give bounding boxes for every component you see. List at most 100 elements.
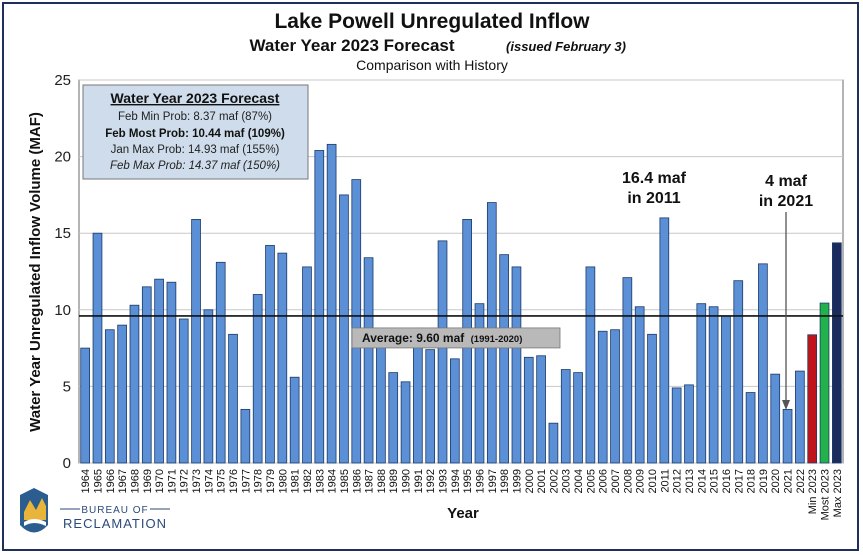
x-tick-label: 1996	[474, 469, 486, 493]
bar-1964	[80, 347, 90, 464]
x-tick-label: 1998	[499, 469, 511, 493]
bar-1993	[437, 240, 448, 464]
x-tick-label: 1964	[80, 469, 92, 493]
y-tick-label: 10	[54, 302, 71, 319]
bar-1999	[511, 266, 522, 464]
bar-1967	[117, 324, 127, 464]
bar-1996	[474, 303, 485, 464]
x-tick-label: 1984	[327, 469, 339, 493]
x-tick-label: 2001	[536, 469, 548, 493]
bars	[80, 143, 842, 464]
x-tick-label: 1986	[351, 469, 363, 493]
bar-1986	[351, 179, 362, 464]
bar-1989	[388, 372, 399, 464]
y-tick-label: 25	[54, 72, 71, 89]
x-tick-label: 1970	[154, 469, 166, 493]
average-label: Average: 9.60 maf (1991-2020)	[362, 331, 522, 345]
x-tick-label: 2020	[770, 469, 782, 493]
y-axis-ticks: 0 5 10 15 20 25	[54, 72, 71, 472]
bar-1966	[104, 329, 115, 464]
callout-2011-line2: in 2011	[627, 190, 680, 207]
bar-1970	[154, 278, 164, 464]
x-tick-label: Min 2023	[807, 469, 819, 514]
bar-2001	[536, 355, 546, 464]
bar-1976	[228, 333, 238, 464]
bar-1994	[450, 358, 460, 464]
x-tick-label: 2017	[733, 469, 745, 493]
bar-1980	[277, 252, 288, 464]
x-tick-label: 2021	[783, 469, 795, 493]
bar-1968	[129, 304, 140, 464]
bar-2012	[671, 387, 682, 464]
bar-2019	[758, 263, 768, 464]
x-axis-ticks: 1964 1965 1966 1967 1968 1969 1970 1971 1972 1973…	[80, 469, 844, 520]
x-tick-label: 1969	[142, 469, 154, 493]
x-tick-label: 2019	[758, 469, 770, 493]
bar-1992	[425, 349, 436, 464]
x-tick-label: 2010	[647, 469, 659, 493]
bar-1988	[376, 346, 386, 464]
callout-2011-line1: 16.4 maf	[622, 170, 687, 187]
bar-2008	[622, 277, 633, 464]
x-tick-label: 1966	[105, 469, 117, 493]
bar-1979	[265, 245, 275, 464]
x-tick-label: 1978	[253, 469, 265, 493]
y-tick-label: 15	[54, 225, 71, 242]
x-tick-label: 1965	[92, 469, 104, 493]
bar-max-2023	[832, 242, 842, 464]
x-tick-label: 2002	[548, 469, 560, 493]
x-tick-label: 2005	[585, 469, 597, 493]
x-tick-label: 2012	[672, 469, 684, 493]
bar-2021	[782, 408, 793, 464]
bar-2013	[684, 384, 694, 464]
bar-1982	[302, 266, 312, 464]
bar-2010	[647, 333, 657, 464]
x-tick-label: 2000	[524, 469, 536, 493]
logo-line1: BUREAU OF	[81, 505, 148, 516]
bar-2005	[585, 266, 596, 464]
bar-1972	[178, 318, 189, 464]
forecast-legend-jan-max: Jan Max Prob: 14.93 maf (155%)	[111, 144, 280, 156]
x-tick-label: 1999	[511, 469, 523, 493]
x-tick-label: 2006	[598, 469, 610, 493]
x-tick-label: 2004	[573, 469, 585, 493]
x-tick-label: 1977	[240, 469, 252, 493]
x-tick-label: 1980	[277, 469, 289, 493]
bar-1984	[326, 143, 337, 464]
forecast-legend-min: Feb Min Prob: 8.37 maf (87%)	[118, 111, 272, 123]
x-tick-label: 1997	[487, 469, 499, 493]
x-tick-label: 1988	[376, 469, 388, 493]
bar-2022	[795, 370, 805, 464]
forecast-legend-box	[82, 84, 309, 180]
forecast-legend-title: Water Year 2023 Forecast	[111, 90, 280, 106]
x-tick-label: Most 2023	[820, 469, 832, 520]
x-tick-label: 1989	[388, 469, 400, 493]
x-tick-label: 1972	[179, 469, 191, 493]
chart-subtitle-2: Comparison with History	[356, 57, 508, 73]
x-tick-label: 2016	[721, 469, 733, 493]
bar-1990	[400, 381, 411, 464]
x-tick-label: 2014	[696, 469, 708, 493]
x-tick-label: 1987	[364, 469, 376, 493]
bar-most-2023	[819, 302, 830, 464]
x-tick-label: 1982	[302, 469, 314, 493]
bar-2000	[523, 356, 534, 464]
x-tick-label: 1971	[166, 469, 178, 493]
bar-2016	[721, 315, 731, 464]
x-tick-label: 1968	[129, 469, 141, 493]
bar-2009	[634, 306, 645, 464]
y-axis-title: Water Year Unregulated Inflow Volume (MA…	[27, 112, 44, 432]
bar-1969	[141, 286, 152, 464]
x-tick-label: 2009	[635, 469, 647, 493]
x-tick-label: 1993	[438, 469, 450, 493]
bar-2003	[560, 369, 571, 464]
bar-2017	[733, 280, 744, 464]
bar-2006	[597, 330, 608, 464]
bar-1965	[92, 232, 103, 464]
x-tick-label: 2008	[622, 469, 634, 493]
x-tick-label: 1981	[290, 469, 302, 493]
x-tick-label: 1974	[203, 469, 215, 493]
x-tick-label: 2011	[659, 469, 671, 493]
x-tick-label: 1990	[401, 469, 413, 493]
x-tick-label: 1973	[191, 469, 203, 493]
